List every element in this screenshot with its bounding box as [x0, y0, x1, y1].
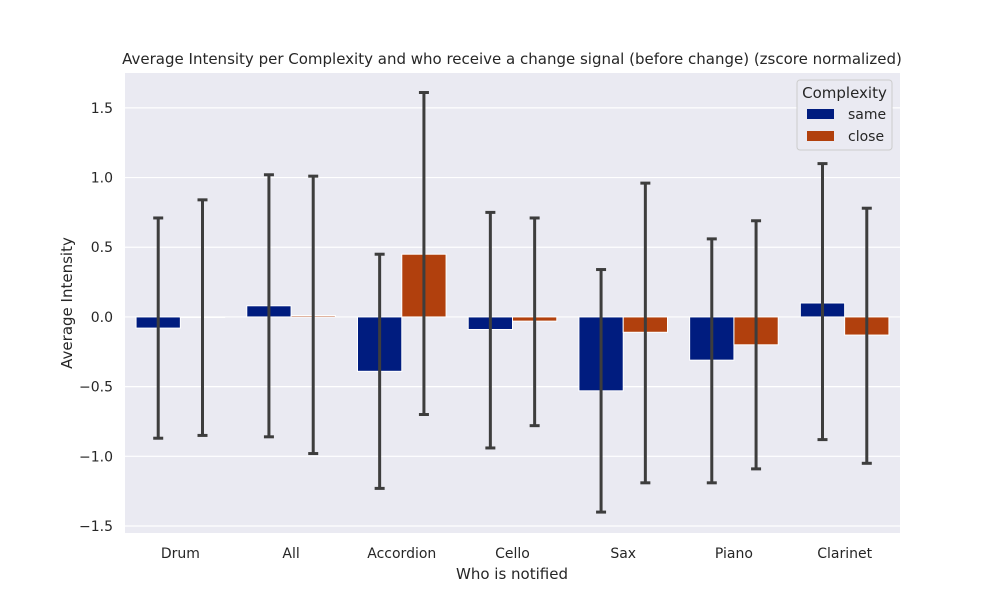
- error-bar-same-clarinet: [817, 162, 828, 442]
- y-tick-label: 1.5: [91, 101, 113, 117]
- error-bar-close-all: [308, 174, 319, 456]
- error-bar-close-clarinet: [861, 206, 872, 465]
- error-bar-same-accordion: [374, 252, 385, 490]
- error-bar-same-cello: [485, 210, 496, 450]
- error-bar-same-all: [263, 173, 274, 439]
- y-tick-label: −1.0: [79, 449, 113, 465]
- x-tick-label: Sax: [610, 546, 636, 562]
- legend-title: Complexity: [802, 84, 887, 102]
- error-bar-close-piano: [751, 219, 762, 471]
- plot-area: [125, 73, 900, 533]
- chart-title: Average Intensity per Complexity and who…: [122, 50, 902, 68]
- error-bar-same-piano: [706, 237, 717, 485]
- error-bars: [153, 91, 872, 514]
- legend-swatch-same: [807, 109, 834, 119]
- legend-swatch-close: [807, 131, 834, 141]
- x-tick-label: Cello: [495, 546, 530, 562]
- x-tick-label: Clarinet: [817, 546, 872, 562]
- x-tick-label: Drum: [161, 546, 200, 562]
- y-tick-label: 0.5: [91, 240, 113, 256]
- error-bar-same-drum: [153, 216, 164, 440]
- x-tick-label: Accordion: [367, 546, 436, 562]
- error-bar-close-sax: [640, 181, 651, 485]
- y-tick-label: 1.0: [91, 171, 113, 187]
- error-bar-close-drum: [197, 198, 208, 437]
- error-bar-same-sax: [596, 268, 607, 514]
- y-axis-label: Average Intensity: [58, 237, 76, 369]
- legend: Complexity same close: [796, 79, 893, 151]
- x-tick-label: Piano: [715, 546, 753, 562]
- x-tick-labels: Drum All Accordion Cello Sax Piano Clarinet: [161, 546, 873, 562]
- legend-label-same: same: [848, 107, 886, 123]
- y-tick-label: −1.5: [79, 519, 113, 535]
- y-tick-label: 0.0: [91, 310, 113, 326]
- y-tick-labels: 1.5 1.0 0.5 0.0 −0.5 −1.0 −1.5: [79, 101, 113, 535]
- error-bar-close-accordion: [418, 91, 429, 417]
- error-bar-close-cello: [529, 216, 540, 428]
- x-axis-label: Who is notified: [456, 565, 568, 583]
- y-tick-label: −0.5: [79, 380, 113, 396]
- x-tick-label: All: [282, 546, 299, 562]
- legend-label-close: close: [848, 129, 884, 145]
